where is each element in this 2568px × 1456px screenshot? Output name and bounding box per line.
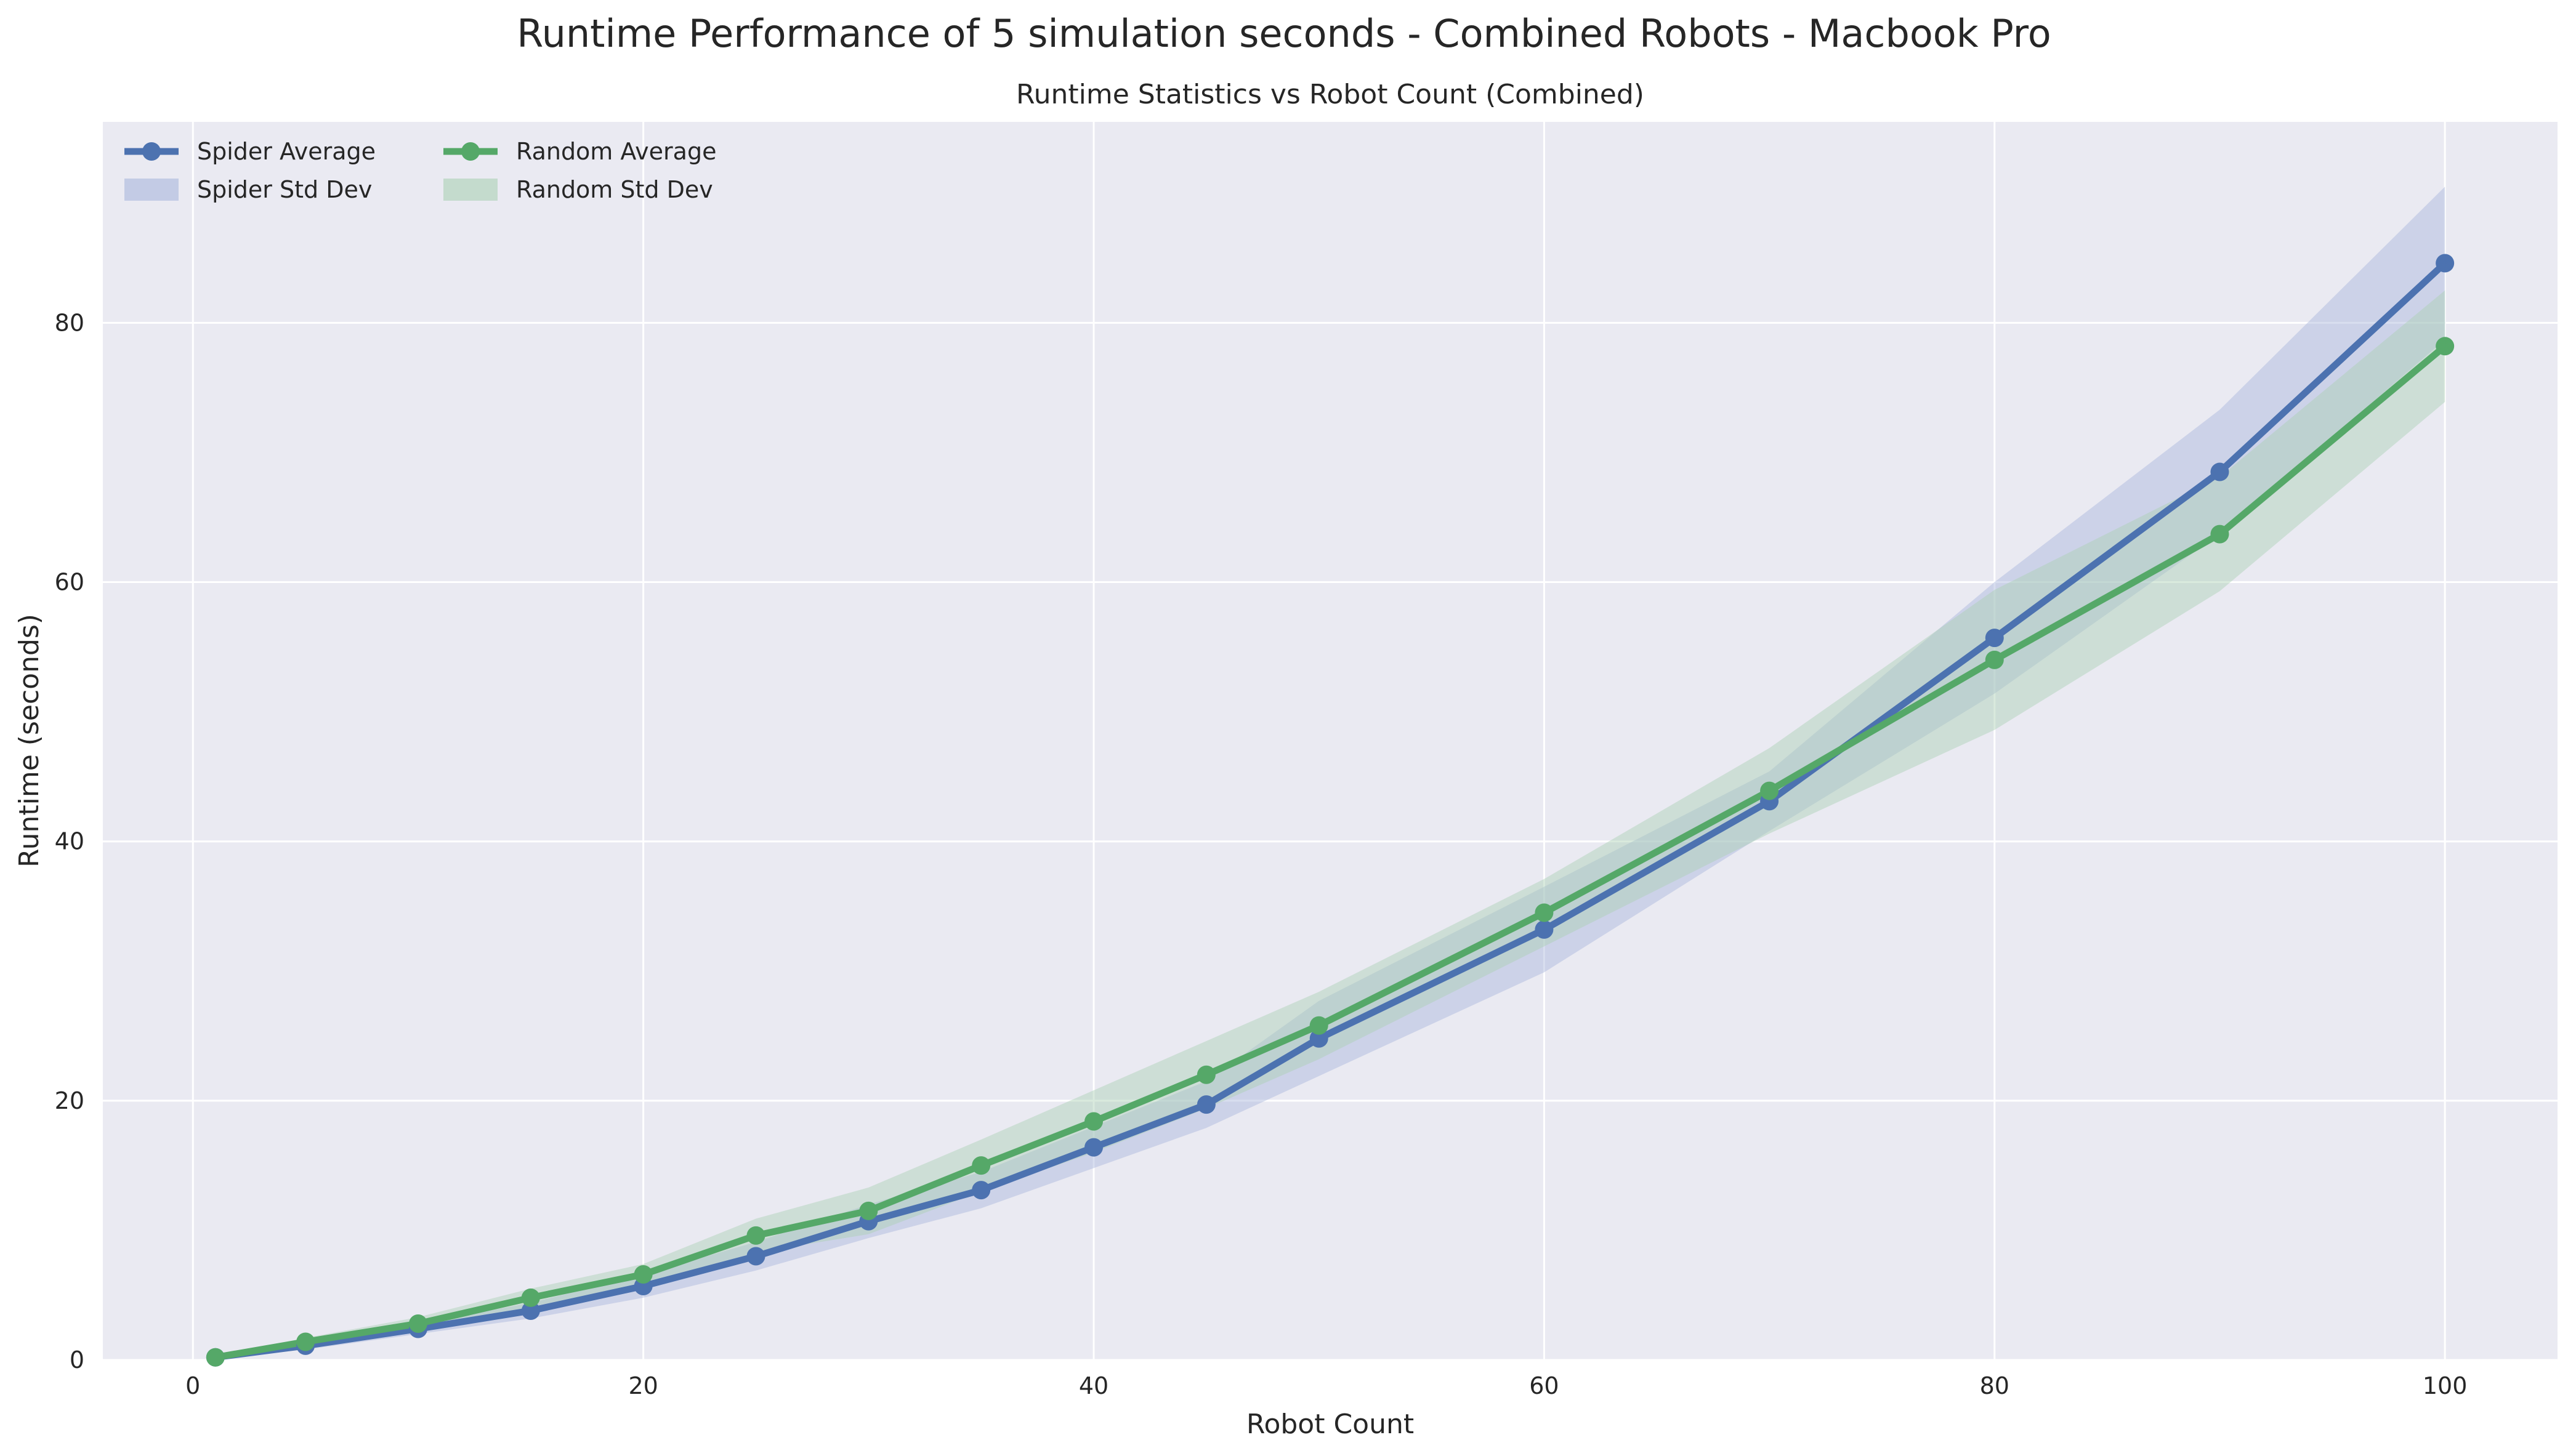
random-average-point	[1309, 1016, 1328, 1035]
y-axis-label: Runtime (seconds)	[14, 614, 45, 867]
random-average-point	[521, 1288, 540, 1307]
spider-average-point	[1084, 1138, 1104, 1157]
random-average-point	[1084, 1112, 1104, 1131]
x-tick-label: 80	[1980, 1372, 2009, 1399]
random-average-point	[1985, 650, 2004, 669]
random-average-legend-label: Random Average	[516, 138, 716, 165]
spider-average-point	[1985, 629, 2004, 648]
random-average-point	[206, 1348, 225, 1367]
random-average-point	[972, 1156, 991, 1175]
spider-average-point	[1197, 1095, 1216, 1114]
series-lines	[214, 260, 2447, 1361]
random-std-dev-legend-swatch	[443, 179, 498, 201]
y-tick-label: 60	[55, 569, 84, 596]
spider-average-point	[2436, 254, 2455, 273]
spider-average-point	[1535, 920, 1554, 939]
spider-average-point	[746, 1247, 765, 1266]
y-tick-labels: 0 20 40 60 80	[55, 309, 84, 1374]
x-tick-labels: 0 20 40 60 80 100	[185, 1372, 2467, 1399]
spider-average-line	[215, 260, 2447, 1361]
random-average-point	[1535, 903, 1554, 922]
y-tick-label: 0	[70, 1346, 84, 1374]
random-average-point	[634, 1265, 653, 1284]
x-tick-label: 60	[1529, 1372, 1559, 1399]
y-tick-label: 20	[55, 1087, 84, 1114]
spider-average-point	[2210, 462, 2229, 481]
random-std-dev-legend-label: Random Std Dev	[516, 176, 713, 203]
random-average-point	[859, 1201, 878, 1220]
spider-average-legend-label: Spider Average	[197, 138, 376, 165]
random-average-point	[746, 1226, 765, 1245]
random-average-point	[1760, 781, 1779, 800]
spider-average-point	[1309, 1029, 1328, 1048]
x-tick-label: 40	[1079, 1372, 1108, 1399]
series-points	[206, 254, 2455, 1367]
y-tick-label: 80	[55, 309, 84, 336]
spider-average-legend-marker	[142, 142, 161, 161]
y-tick-label: 40	[55, 828, 84, 855]
x-axis-label: Robot Count	[1246, 1409, 1414, 1440]
random-average-point	[2210, 525, 2229, 544]
x-tick-label: 0	[185, 1372, 200, 1399]
random-average-line	[214, 344, 2447, 1361]
grid-lines	[103, 122, 2558, 1361]
spider-average-point	[521, 1301, 540, 1320]
spider-std-dev-legend-label: Spider Std Dev	[197, 176, 372, 203]
legend: Spider Average Spider Std Dev Random Avera…	[124, 138, 716, 203]
random-average-point	[2436, 337, 2455, 356]
spider-average-point	[972, 1181, 991, 1200]
x-tick-label: 100	[2423, 1372, 2468, 1399]
plot-area	[103, 122, 2558, 1360]
random-average-point	[1197, 1065, 1216, 1084]
x-tick-label: 20	[628, 1372, 658, 1399]
random-average-point	[408, 1314, 427, 1333]
spider-std-dev-legend-swatch	[124, 179, 179, 201]
random-average-point	[296, 1332, 315, 1351]
random-average-legend-marker	[461, 142, 480, 161]
figure-title: Runtime Performance of 5 simulation seco…	[517, 11, 2051, 56]
chart-title: Runtime Statistics vs Robot Count (Combi…	[1016, 79, 1644, 110]
